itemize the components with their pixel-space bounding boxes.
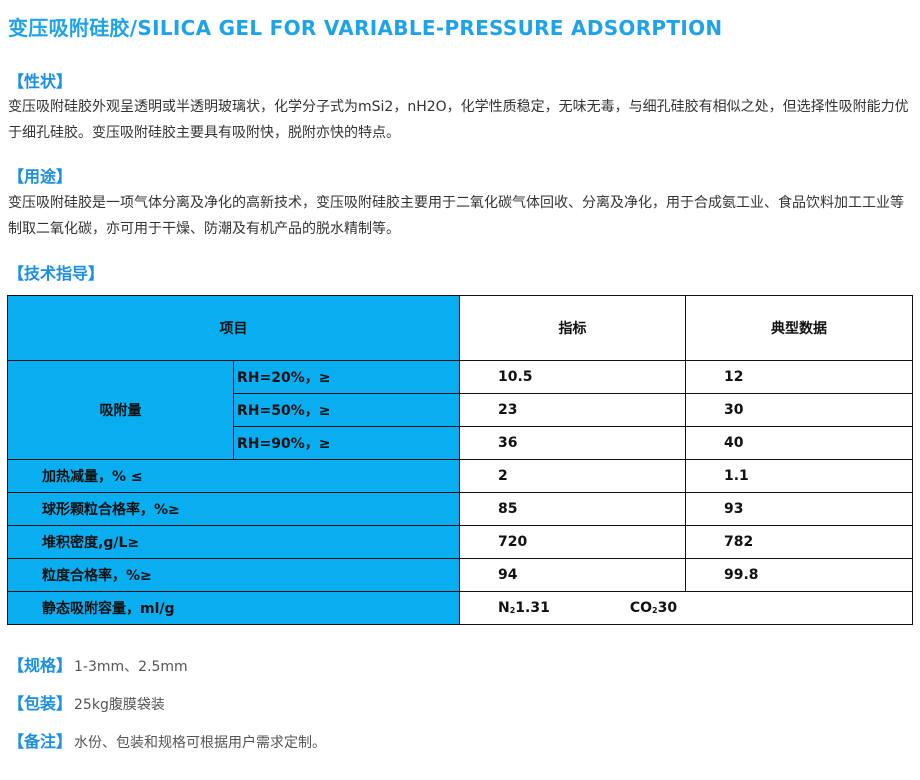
spec-size: 【规格】 1-3mm、2.5mm (8, 652, 188, 676)
typical-value: 12 (685, 360, 913, 394)
row-item: 堆积密度,g/L≥ (7, 525, 460, 559)
row-item: 球形颗粒合格率，%≥ (7, 492, 460, 526)
adsorption-condition: RH=90%，≥ (233, 426, 460, 460)
spec-packaging-value: 25kg腹膜袋装 (74, 697, 165, 713)
row-item: 静态吸附容量，ml/g (7, 591, 460, 625)
typical-value: 1.1 (685, 459, 913, 493)
table-row: RH=90%，≥ 36 40 (8, 426, 913, 460)
spec-size-heading: 【规格】 (8, 656, 73, 675)
spec-remarks-heading: 【备注】 (8, 732, 73, 751)
spec-size-value: 1-3mm、2.5mm (74, 659, 188, 675)
typical-value: 30 (685, 393, 913, 427)
table-row: 静态吸附容量，ml/g N21.31 CO230 (7, 591, 913, 625)
header-index: 指标 (459, 295, 686, 361)
header-item: 项目 (7, 295, 460, 361)
index-value: 23 (459, 393, 686, 427)
n2-value: N21.31 (498, 600, 550, 616)
table-row: 堆积密度,g/L≥ 720 782 (7, 525, 913, 559)
typical-value: 99.8 (685, 558, 913, 592)
co2-value: CO230 (629, 600, 678, 616)
spec-remarks-value: 水份、包装和规格可根据用户需求定制。 (74, 735, 327, 751)
table-row: 粒度合格率，%≥ 94 99.8 (7, 558, 913, 592)
properties-text: 变压吸附硅胶外观呈透明或半透明玻璃状，化学分子式为mSi2，nH2O，化学性质稳… (8, 99, 909, 141)
static-capacity-values: N21.31 CO230 (459, 591, 913, 625)
adsorption-label: 吸附量 (7, 360, 234, 460)
adsorption-condition: RH=20%，≥ (233, 360, 460, 394)
typical-value: 40 (685, 426, 913, 460)
row-item: 加热减量，% ≤ (7, 459, 460, 493)
usage-text: 变压吸附硅胶是一项气体分离及净化的高新技术，变压吸附硅胶主要用于二氧化碳气体回收… (8, 195, 904, 237)
header-typical: 典型数据 (685, 295, 913, 361)
page-title: 变压吸附硅胶/SILICA GEL FOR VARIABLE-PRESSURE … (8, 16, 723, 40)
technical-table: 项目 指标 典型数据 吸附量 RH=20%，≥ 10.5 12 RH=50%，≥… (7, 295, 913, 625)
typical-value: 93 (685, 492, 913, 526)
technical-heading: 【技术指导】 (8, 264, 105, 283)
row-item: 粒度合格率，%≥ (7, 558, 460, 592)
typical-value: 782 (685, 525, 913, 559)
spec-remarks: 【备注】 水份、包装和规格可根据用户需求定制。 (8, 728, 326, 752)
index-value: 720 (459, 525, 686, 559)
adsorption-condition: RH=50%，≥ (233, 393, 460, 427)
spec-packaging-heading: 【包装】 (8, 694, 73, 713)
properties-heading: 【性状】 (8, 72, 73, 91)
index-value: 94 (459, 558, 686, 592)
index-value: 2 (459, 459, 686, 493)
index-value: 36 (459, 426, 686, 460)
table-row: 吸附量 RH=20%，≥ 10.5 12 (7, 360, 913, 460)
table-header-row: 项目 指标 典型数据 (7, 295, 913, 361)
spec-packaging: 【包装】 25kg腹膜袋装 (8, 690, 165, 714)
usage-heading: 【用途】 (8, 167, 73, 186)
index-value: 10.5 (459, 360, 686, 394)
index-value: 85 (459, 492, 686, 526)
table-row: 球形颗粒合格率，%≥ 85 93 (7, 492, 913, 526)
table-row: RH=50%，≥ 23 30 (8, 393, 913, 427)
table-row: 加热减量，% ≤ 2 1.1 (7, 459, 913, 493)
